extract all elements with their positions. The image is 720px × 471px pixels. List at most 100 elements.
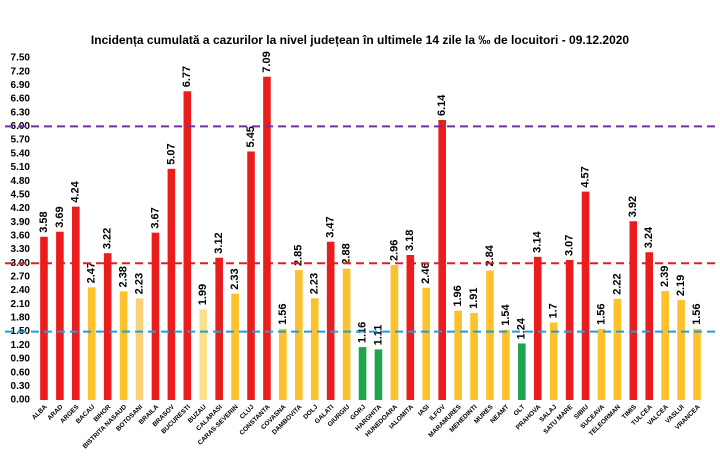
bar — [661, 291, 669, 400]
value-label: 3.24 — [643, 226, 655, 248]
y-tick-label: 1.20 — [11, 340, 31, 351]
y-tick-label: 0.30 — [11, 381, 31, 392]
bar — [438, 120, 446, 401]
bar — [183, 91, 192, 401]
value-label: 2.47 — [86, 262, 98, 283]
bar — [645, 252, 654, 400]
value-label: 3.22 — [102, 228, 114, 249]
y-tick-label: 3.30 — [11, 244, 31, 255]
bar — [342, 268, 351, 400]
bar — [310, 298, 319, 400]
value-label: 3.47 — [325, 216, 337, 237]
value-label: 1.11 — [372, 325, 384, 346]
bar — [677, 300, 685, 400]
value-label: 3.14 — [532, 231, 544, 253]
value-label: 7.09 — [261, 51, 273, 72]
bar — [565, 260, 574, 400]
value-label: 1.56 — [277, 303, 289, 324]
value-label: 3.07 — [564, 235, 576, 256]
y-tick-label: 0.60 — [11, 367, 31, 378]
value-label: 3.58 — [38, 211, 50, 232]
bar — [454, 310, 462, 400]
value-label: 4.24 — [70, 180, 82, 202]
y-tick-label: 0.90 — [11, 354, 31, 365]
bar — [358, 347, 367, 400]
value-label: 2.19 — [675, 275, 687, 296]
value-label: 2.39 — [659, 266, 671, 287]
value-label: 2.96 — [388, 240, 400, 261]
value-label: 3.12 — [213, 232, 225, 253]
value-label: 1.56 — [595, 303, 607, 324]
value-label: 2.46 — [420, 262, 432, 283]
bar — [470, 312, 478, 400]
y-tick-label: 3.60 — [11, 230, 31, 241]
bar — [581, 191, 590, 400]
y-tick-label: 6.60 — [11, 94, 31, 105]
y-tick-label: 4.50 — [11, 189, 31, 200]
value-label: 3.18 — [404, 230, 416, 251]
bar — [167, 168, 176, 400]
chart-title: Incidența cumulată a cazurilor la nivel … — [91, 33, 630, 47]
bar — [374, 349, 383, 400]
y-tick-label: 0.00 — [11, 395, 31, 406]
bar — [247, 151, 255, 400]
bar — [263, 76, 271, 401]
bar — [103, 253, 112, 400]
value-label: 1.56 — [691, 303, 703, 324]
bar — [135, 298, 144, 400]
y-tick-label: 6.30 — [11, 107, 31, 118]
value-label: 3.92 — [627, 196, 639, 217]
value-label: 2.84 — [484, 244, 496, 266]
value-label: 5.45 — [245, 126, 257, 147]
bar — [151, 232, 160, 400]
value-label: 1.54 — [500, 303, 512, 325]
bar — [119, 291, 128, 400]
bar — [597, 328, 606, 400]
y-tick-label: 7.20 — [11, 66, 31, 77]
bar — [613, 298, 622, 400]
y-tick-label: 4.20 — [11, 203, 31, 214]
bar — [87, 287, 96, 400]
bar — [533, 256, 542, 400]
bar — [518, 343, 526, 400]
value-label: 1.24 — [516, 317, 528, 339]
y-tick-label: 2.10 — [11, 299, 31, 310]
bar — [199, 309, 208, 400]
value-label: 2.23 — [133, 273, 145, 294]
y-tick-label: 1.80 — [11, 313, 31, 324]
y-tick-label: 3.90 — [11, 217, 31, 228]
y-tick-label: 7.50 — [11, 53, 31, 64]
bar — [56, 231, 64, 400]
value-label: 6.14 — [436, 94, 448, 116]
value-label: 2.33 — [229, 268, 241, 289]
value-label: 1.99 — [197, 284, 209, 305]
value-label: 6.77 — [181, 66, 193, 87]
y-tick-label: 5.10 — [11, 162, 31, 173]
value-label: 2.23 — [309, 273, 321, 294]
bar — [295, 270, 303, 400]
y-tick-label: 6.90 — [11, 80, 31, 91]
value-label: 1.91 — [468, 287, 480, 308]
bar — [231, 293, 239, 400]
y-tick-label: 5.70 — [11, 135, 31, 146]
y-tick-label: 2.40 — [11, 285, 31, 296]
value-label: 2.88 — [341, 243, 353, 264]
bar — [279, 328, 287, 400]
value-label: 3.67 — [149, 207, 161, 228]
value-label: 3.69 — [54, 206, 66, 227]
value-label: 1.7 — [548, 303, 560, 318]
value-label: 2.22 — [611, 273, 623, 294]
y-tick-label: 2.70 — [11, 272, 31, 283]
bar — [502, 329, 510, 400]
bar — [390, 265, 399, 400]
value-label: 2.38 — [118, 266, 130, 287]
bar — [486, 270, 494, 400]
y-tick-label: 4.80 — [11, 176, 31, 187]
value-label: 5.07 — [165, 143, 177, 164]
bar — [406, 254, 415, 400]
value-label: 2.85 — [293, 245, 305, 266]
bar — [40, 236, 48, 400]
bar — [629, 221, 638, 400]
value-label: 1.96 — [452, 285, 464, 306]
